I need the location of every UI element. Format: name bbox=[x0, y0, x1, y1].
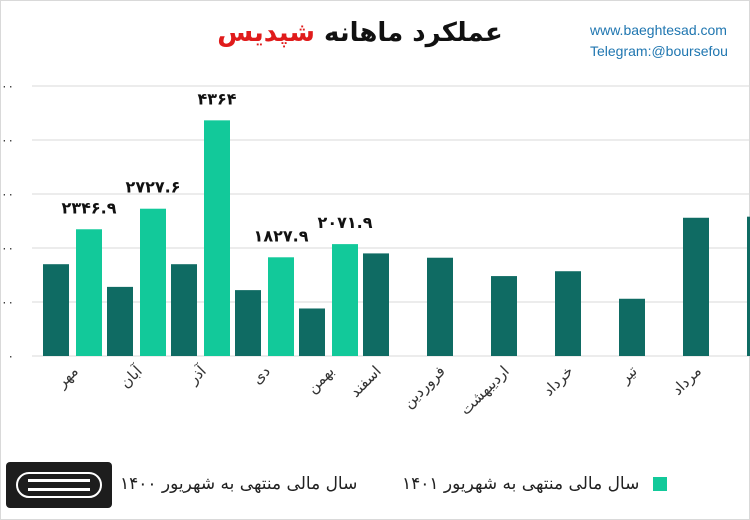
bar-1401 bbox=[76, 229, 102, 356]
brand-logo-frame bbox=[16, 472, 102, 498]
bar-1400 bbox=[235, 290, 261, 356]
data-label: ۱۸۲۷.۹ bbox=[254, 226, 309, 245]
watermark: www.baeghtesad.com Telegram:@boursefou bbox=[590, 20, 748, 62]
y-tick-label: ۰ bbox=[8, 349, 14, 363]
x-tick-label: اردیبهشت bbox=[456, 362, 512, 418]
bar-1400 bbox=[747, 216, 750, 356]
y-tick-label: ۰۰۰ bbox=[0, 295, 14, 309]
x-tick-label: ور bbox=[745, 362, 750, 386]
x-tick-label: مهر bbox=[52, 362, 82, 392]
chart-title: عملکرد ماهانه شپدیس bbox=[150, 18, 570, 48]
bar-1401 bbox=[268, 257, 294, 356]
y-tick-label: ۰۰۰ bbox=[0, 187, 14, 201]
x-tick-label: مرداد bbox=[668, 362, 705, 399]
data-label: ۴۳۶۴ bbox=[197, 89, 236, 108]
bar-1400 bbox=[427, 257, 453, 356]
x-tick-label: دی bbox=[248, 362, 274, 388]
bar-1400 bbox=[555, 271, 581, 356]
x-tick-label: آبان bbox=[116, 362, 146, 392]
bar-1401 bbox=[140, 208, 166, 356]
y-tick-label: ۰۰۰ bbox=[0, 133, 14, 147]
x-tick-label: بهمن bbox=[303, 362, 338, 397]
x-tick-label: خرداد bbox=[539, 362, 577, 400]
bar-1400 bbox=[619, 298, 645, 356]
chart-title-text: عملکرد ماهانه bbox=[324, 18, 503, 48]
legend-item-1400: سال مالی منتهی به شهریور ۱۴۰۰ bbox=[120, 474, 370, 494]
legend-item-1401: سال مالی منتهی به شهریور ۱۴۰۱ bbox=[402, 474, 667, 494]
bar-1400 bbox=[299, 308, 325, 356]
bar-1400 bbox=[171, 264, 197, 356]
legend-label-1400: سال مالی منتهی به شهریور ۱۴۰۰ bbox=[120, 474, 358, 494]
brand-logo-mark bbox=[28, 479, 90, 491]
x-tick-label: اسفند bbox=[346, 362, 385, 401]
data-label: ۲۰۷۱.۹ bbox=[318, 213, 373, 232]
x-tick-label: فروردین bbox=[399, 362, 449, 412]
legend-label-1401: سال مالی منتهی به شهریور ۱۴۰۱ bbox=[402, 474, 640, 494]
bar-1400 bbox=[363, 253, 389, 356]
data-label: ۲۷۲۷.۶ bbox=[126, 178, 181, 197]
bar-1401 bbox=[204, 120, 230, 357]
bar-1401 bbox=[332, 244, 358, 356]
bar-1400 bbox=[107, 286, 133, 356]
data-label: ۲۳۴۶.۹ bbox=[62, 198, 117, 217]
bar-1400 bbox=[491, 276, 517, 356]
bar-1400 bbox=[43, 264, 69, 356]
y-tick-label: ۰۰۰ bbox=[0, 79, 14, 93]
watermark-telegram: Telegram:@boursefou bbox=[590, 43, 728, 59]
x-tick-label: تیر bbox=[615, 362, 640, 387]
x-tick-label: آذر bbox=[184, 362, 211, 389]
watermark-website: www.baeghtesad.com bbox=[590, 22, 727, 38]
legend-swatch-1401 bbox=[652, 477, 667, 491]
brand-logo bbox=[6, 462, 112, 508]
y-tick-label: ۰۰۰ bbox=[0, 241, 14, 255]
bar-1400 bbox=[683, 217, 709, 356]
chart-title-accent: شپدیس bbox=[217, 18, 315, 48]
